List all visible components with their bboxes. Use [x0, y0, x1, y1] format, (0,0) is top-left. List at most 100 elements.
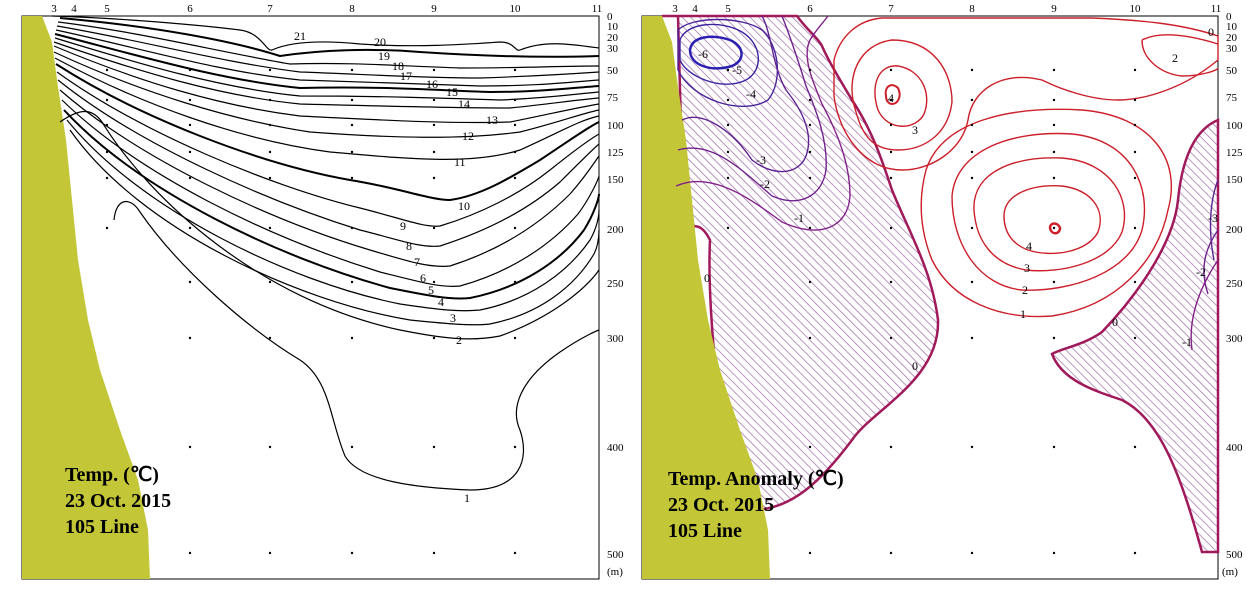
station-label: 11	[592, 3, 603, 15]
depth-axis: 0 10 20 30 50 75 100 125 150 200 250 300…	[607, 11, 624, 578]
sample-point	[970, 445, 974, 449]
anomaly-contour--5	[679, 23, 760, 85]
station-label: 5	[725, 3, 731, 15]
depth-tick: 250	[1226, 278, 1243, 290]
sample-point	[970, 68, 974, 72]
depth-tick: 400	[1226, 442, 1243, 454]
isotherm-16	[54, 33, 600, 94]
temperature-panel: 21 20 19 18 17 16 15 14 13 12 11 10 9 8 …	[0, 0, 624, 601]
anomaly-contour--2	[677, 15, 827, 202]
sample-point	[188, 176, 192, 180]
sample-point	[889, 150, 893, 154]
coastline-land	[22, 16, 150, 579]
sample-point	[268, 226, 272, 230]
isotherm-8	[57, 79, 600, 247]
sample-point	[970, 226, 974, 230]
depth-tick: 75	[607, 92, 619, 104]
isotherm-4	[66, 119, 600, 312]
anomaly-contour-2	[951, 132, 1146, 291]
station-label: 7	[267, 3, 273, 15]
contour-label--2: -2	[1196, 265, 1206, 279]
contour-label--5: -5	[732, 63, 742, 77]
positive-anomaly-contours	[833, 17, 1219, 318]
station-label: 7	[888, 3, 894, 15]
caption-title: Temp. (℃)	[65, 464, 159, 486]
sample-point	[1052, 445, 1056, 449]
sample-point	[268, 68, 272, 72]
depth-tick: 50	[1226, 65, 1238, 77]
sample-point	[350, 551, 354, 555]
station-label: 9	[1051, 3, 1057, 15]
station-label: 11	[1211, 3, 1222, 15]
sample-point	[513, 445, 517, 449]
contour-label-21: 21	[294, 29, 306, 43]
sample-point	[889, 98, 893, 102]
caption-title: Temp. Anomaly (℃)	[668, 468, 844, 490]
isotherm-14	[53, 41, 600, 109]
sample-point	[268, 123, 272, 127]
contour-label-2: 2	[456, 333, 462, 347]
depth-tick: 250	[607, 278, 624, 290]
contour-label-17: 17	[400, 69, 412, 83]
station-axis: 3 4 5 6 7 8 9 10 11	[51, 3, 602, 15]
sample-point	[808, 551, 812, 555]
sample-point	[1133, 280, 1137, 284]
sample-point	[889, 445, 893, 449]
anomaly-contour--3	[681, 15, 810, 173]
contour-label--4: -4	[746, 87, 756, 101]
sample-point	[513, 226, 517, 230]
sample-point	[726, 150, 730, 154]
contour-labels: -6 -5 -4 -3 -2 -1 0 0 0 0 -1 -2 -3 1 2 3…	[698, 25, 1218, 373]
isotherm-19	[57, 21, 600, 69]
caption-date: 23 Oct. 2015	[65, 490, 172, 512]
sample-point	[188, 226, 192, 230]
sample-point	[808, 336, 812, 340]
anomaly-contour-plot: -6 -5 -4 -3 -2 -1 0 0 0 0 -1 -2 -3 1 2 3…	[641, 3, 1243, 580]
depth-tick: 500	[607, 549, 624, 561]
contour-label-18: 18	[392, 59, 404, 73]
contour-label-8: 8	[406, 239, 412, 253]
chart-caption: Temp. Anomaly (℃) 23 Oct. 2015 105 Line	[668, 466, 844, 544]
sample-point	[1052, 226, 1056, 230]
sample-point	[188, 68, 192, 72]
sample-point	[1133, 445, 1137, 449]
isotherm-3	[69, 129, 600, 326]
sample-point	[1052, 150, 1056, 154]
station-label: 4	[692, 3, 698, 15]
depth-tick: 150	[607, 174, 624, 186]
sample-point	[970, 280, 974, 284]
sample-point	[1052, 123, 1056, 127]
depth-tick: 300	[607, 333, 624, 345]
isotherm-17	[55, 29, 600, 87]
contour-label-3: 3	[1024, 261, 1030, 275]
sample-point	[432, 551, 436, 555]
depth-tick: 75	[1226, 92, 1238, 104]
contour-label-20: 20	[374, 35, 386, 49]
sample-point	[350, 68, 354, 72]
anomaly-contour-4-small	[884, 84, 901, 106]
sample-point	[432, 68, 436, 72]
sample-point	[889, 280, 893, 284]
sample-point	[808, 176, 812, 180]
station-label: 6	[187, 3, 193, 15]
isotherm-10	[55, 63, 600, 202]
station-label: 8	[969, 3, 975, 15]
anomaly-contour-3-north	[874, 65, 928, 127]
anomaly-contour-1-north	[833, 17, 1219, 171]
depth-tick: 500	[1226, 549, 1243, 561]
sample-point	[513, 150, 517, 154]
isotherm-11	[54, 57, 600, 160]
sample-point	[432, 150, 436, 154]
station-label: 3	[51, 3, 57, 15]
anomaly-panel: -6 -5 -4 -3 -2 -1 0 0 0 0 -1 -2 -3 1 2 3…	[622, 0, 1246, 601]
sample-point	[432, 176, 436, 180]
sample-point	[808, 445, 812, 449]
sample-point	[268, 176, 272, 180]
anomaly-contour-2-east	[1141, 34, 1219, 77]
contour-label-3: 3	[450, 311, 456, 325]
sample-point	[188, 445, 192, 449]
anomaly-contour--1	[675, 15, 851, 231]
sample-point	[513, 280, 517, 284]
depth-tick: 0	[607, 11, 613, 23]
depth-tick: 30	[607, 43, 619, 55]
